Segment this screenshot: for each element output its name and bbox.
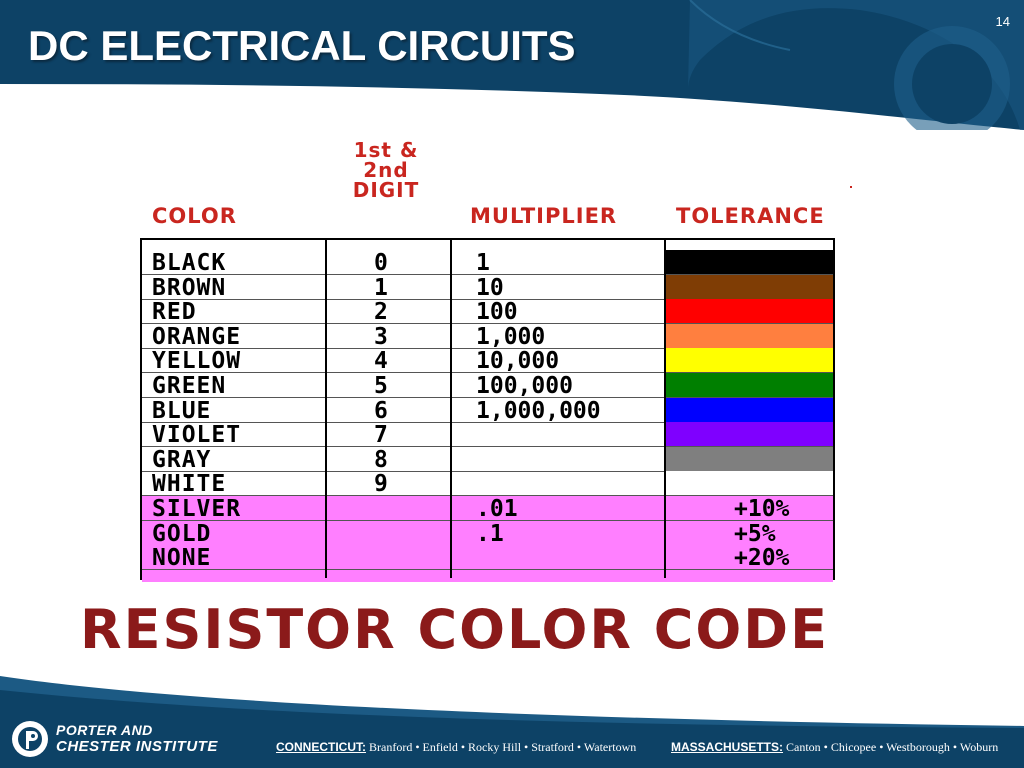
column-divider: [450, 240, 452, 578]
connecticut-towns: Branford • Enfield • Rocky Hill • Stratf…: [369, 740, 637, 754]
color-name: NONE: [152, 545, 212, 571]
multiplier-value: 1,000: [476, 324, 546, 350]
page-number: 14: [995, 14, 1010, 29]
digit-value: 9: [374, 471, 388, 497]
massachusetts-locations: MASSACHUSETTS: Canton • Chicopee • Westb…: [671, 740, 998, 755]
tolerance-value: +20%: [734, 545, 790, 571]
color-name: BROWN: [152, 275, 227, 301]
color-swatch: [664, 398, 833, 422]
table-bottom-fill: [142, 570, 833, 582]
digit-value: 2: [374, 299, 388, 325]
color-swatch: [664, 348, 833, 372]
header-background: [0, 0, 1024, 130]
footer-wave: [0, 676, 1024, 730]
digit-value: 4: [374, 348, 388, 374]
multiplier-value: 100,000: [476, 373, 573, 399]
multiplier-value: 1,000,000: [476, 398, 601, 424]
color-swatch: [664, 373, 833, 397]
row-divider: [142, 471, 833, 472]
color-name: WHITE: [152, 471, 227, 497]
table-row: VIOLET 7: [142, 422, 833, 448]
color-swatch: [664, 447, 833, 471]
column-header-color: COLOR: [152, 204, 237, 228]
column-header-multiplier: MULTIPLIER: [470, 204, 618, 228]
table-row: ORANGE 3 1,000: [142, 324, 833, 350]
color-name: RED: [152, 299, 197, 325]
color-name: ORANGE: [152, 324, 242, 350]
color-swatch: [664, 250, 833, 274]
row-divider: [142, 299, 833, 300]
table-row: BLACK 0 1: [142, 250, 833, 276]
footer-bar: [0, 728, 1024, 768]
column-divider: [664, 240, 666, 578]
digit-value: 3: [374, 324, 388, 350]
digit-value: 5: [374, 373, 388, 399]
multiplier-value: 10: [476, 275, 504, 301]
color-swatch: [664, 471, 833, 495]
table-row: GREEN 5 100,000: [142, 373, 833, 399]
table-row: BROWN 1 10: [142, 275, 833, 301]
row-divider: [142, 274, 833, 275]
color-swatch: [664, 299, 833, 323]
row-divider: [142, 446, 833, 447]
row-divider: [142, 397, 833, 398]
connecticut-locations: CONNECTICUT: Branford • Enfield • Rocky …: [276, 740, 636, 755]
resistor-color-code-table: BLACK 0 1 BROWN 1 10 RED 2 100 ORANGE 3 1,000 YELLOW…: [140, 238, 835, 582]
table-row: SILVER .01 +10%: [142, 496, 833, 522]
color-name: BLACK: [152, 250, 227, 276]
table-row: GRAY 8: [142, 447, 833, 473]
color-name: SILVER: [152, 496, 242, 522]
table-row: NONE +20%: [142, 545, 833, 571]
color-name: GREEN: [152, 373, 227, 399]
digit-value: 0: [374, 250, 388, 276]
table-row: GOLD .1 +5%: [142, 521, 833, 547]
row-divider: [142, 372, 833, 373]
slide-title: DC ELECTRICAL CIRCUITS: [28, 22, 576, 69]
color-name: GOLD: [152, 521, 212, 547]
brand-line-2: CHESTER INSTITUTE: [56, 738, 218, 755]
color-name: YELLOW: [152, 348, 242, 374]
tolerance-value: +5%: [734, 521, 776, 547]
column-header-digit: 1st & 2nd DIGIT: [352, 138, 420, 202]
row-divider: [142, 422, 833, 423]
digit-value: 7: [374, 422, 388, 448]
table-row: RED 2 100: [142, 299, 833, 325]
column-divider: [325, 240, 327, 578]
multiplier-value: 10,000: [476, 348, 560, 374]
color-name: GRAY: [152, 447, 212, 473]
multiplier-value: .01: [476, 496, 518, 522]
multiplier-value: .1: [476, 521, 504, 547]
digit-value: 8: [374, 447, 388, 473]
massachusetts-label: MASSACHUSETTS:: [671, 740, 784, 754]
row-divider: [142, 520, 833, 521]
row-divider: [142, 569, 833, 570]
digit-value: 6: [374, 398, 388, 424]
multiplier-value: 100: [476, 299, 518, 325]
color-swatch: [664, 324, 833, 348]
resistor-color-code-title: RESISTOR COLOR CODE: [80, 598, 830, 661]
porter-chester-logo-icon: [12, 721, 48, 757]
table-row: YELLOW 4 10,000: [142, 348, 833, 374]
stray-dot: [850, 186, 852, 188]
multiplier-value: 1: [476, 250, 490, 276]
massachusetts-towns: Canton • Chicopee • Westborough • Woburn: [786, 740, 999, 754]
tolerance-value: +10%: [734, 496, 790, 522]
color-swatch: [664, 422, 833, 446]
table-row: BLUE 6 1,000,000: [142, 398, 833, 424]
color-swatch: [664, 275, 833, 299]
row-divider: [142, 495, 833, 496]
column-header-tolerance: TOLERANCE: [676, 204, 825, 228]
color-name: VIOLET: [152, 422, 242, 448]
row-divider: [142, 323, 833, 324]
slide-header: DC ELECTRICAL CIRCUITS 14: [0, 0, 1024, 130]
connecticut-label: CONNECTICUT:: [276, 740, 366, 754]
row-divider: [142, 348, 833, 349]
color-name: BLUE: [152, 398, 212, 424]
brand-line-1: PORTER AND: [56, 722, 153, 738]
table-row: WHITE 9: [142, 471, 833, 497]
digit-value: 1: [374, 275, 388, 301]
